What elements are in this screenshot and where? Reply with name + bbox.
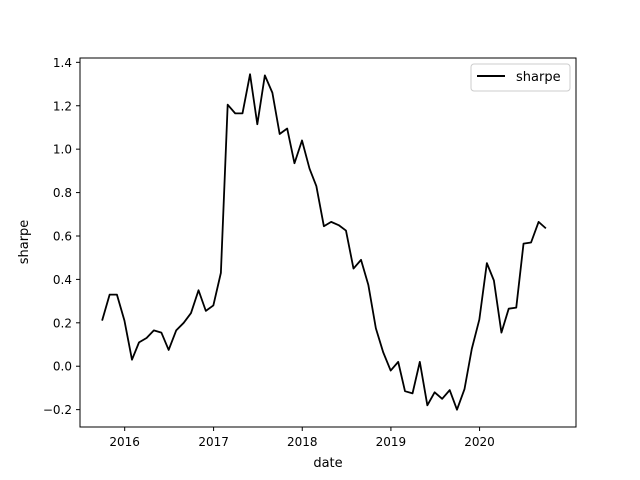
x-axis-label: date: [313, 456, 342, 471]
legend-label-sharpe: sharpe: [516, 70, 561, 85]
y-tick-label: 0.0: [53, 360, 72, 374]
x-tick-label: 2017: [198, 435, 229, 449]
x-tick-label: 2016: [109, 435, 140, 449]
x-axis: 2016 2017 2018 2019 2020: [109, 427, 495, 449]
axes-frame: [79, 57, 577, 428]
y-axis: 1.4 1.2 1.0 0.8 0.6 0.4 0.2 0.0 −0.2: [43, 56, 80, 417]
x-tick-label: 2018: [287, 435, 318, 449]
legend-box: [470, 63, 571, 92]
series-line-sharpe: [101, 73, 547, 411]
y-tick-label: 0.2: [53, 316, 72, 330]
y-tick-label: 1.0: [53, 143, 72, 157]
y-tick-label: 0.6: [53, 229, 72, 243]
legend: sharpe: [470, 63, 571, 92]
y-axis-label: sharpe: [17, 220, 32, 265]
y-tick-label: 0.8: [53, 186, 72, 200]
y-tick-label: 1.2: [53, 99, 72, 113]
y-tick-label: −0.2: [43, 403, 72, 417]
x-tick-label: 2019: [376, 435, 407, 449]
y-tick-label: 0.4: [53, 273, 72, 287]
plot-area: [79, 57, 577, 428]
x-tick-label: 2020: [464, 435, 495, 449]
series-layer: [101, 73, 547, 411]
y-tick-label: 1.4: [53, 56, 72, 70]
